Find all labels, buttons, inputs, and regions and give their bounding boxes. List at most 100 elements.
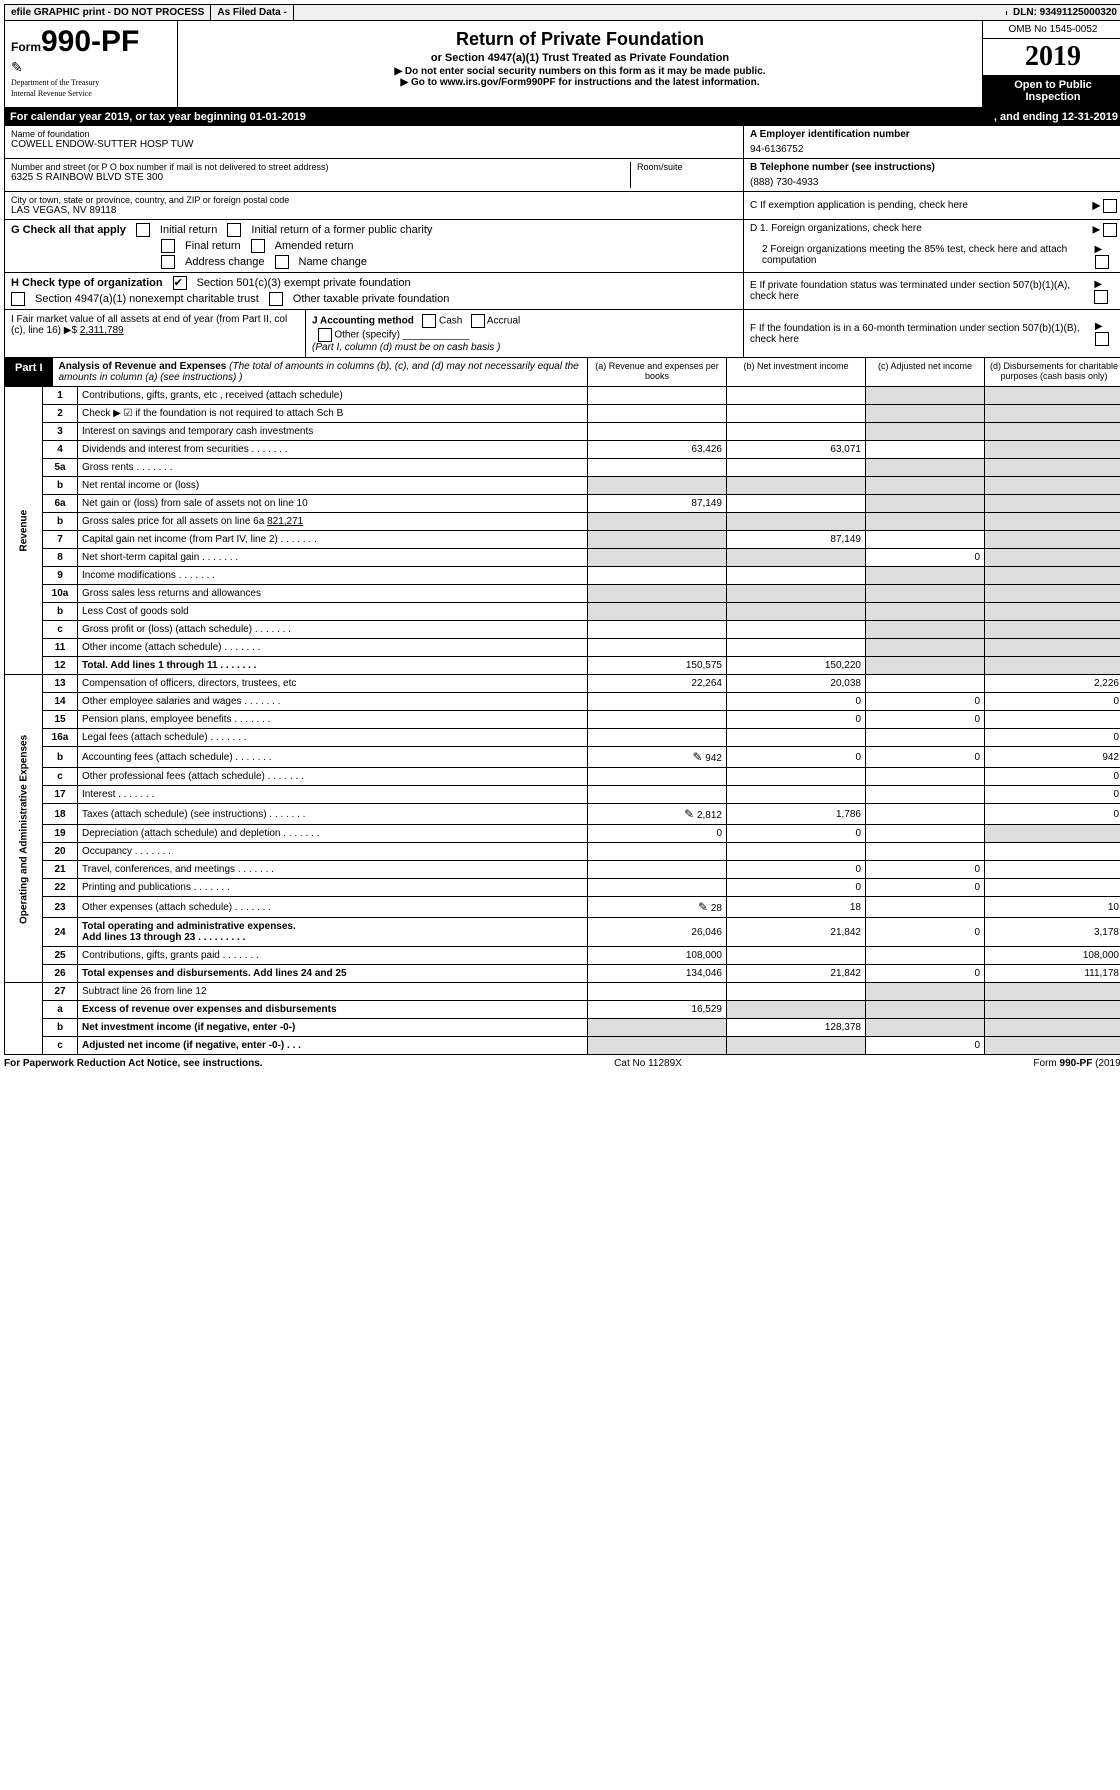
g-former: Initial return of a former public charit…	[251, 224, 432, 236]
row-5a: 5aGross rents . . . . . . .	[5, 459, 1120, 477]
j-note: (Part I, column (d) must be on cash basi…	[312, 342, 500, 353]
f-cb[interactable]	[1095, 332, 1109, 346]
row-13: Operating and Administrative Expenses13C…	[5, 675, 1120, 693]
j-other: Other (specify)	[334, 330, 400, 341]
d1-label: D 1. Foreign organizations, check here	[750, 223, 922, 237]
row-7: 7Capital gain net income (from Part IV, …	[5, 531, 1120, 549]
g-final-cb[interactable]	[161, 239, 175, 253]
row-a: aExcess of revenue over expenses and dis…	[5, 1001, 1120, 1019]
row-b: bAccounting fees (attach schedule) . . .…	[5, 747, 1120, 768]
efile-notice: efile GRAPHIC print - DO NOT PROCESS	[5, 5, 211, 20]
pencil-icon: ✎	[11, 59, 171, 76]
d1-cb[interactable]	[1103, 223, 1117, 237]
phone-cell: B Telephone number (see instructions) (8…	[743, 159, 1120, 192]
top-bar: efile GRAPHIC print - DO NOT PROCESS As …	[4, 4, 1120, 21]
c-label: C If exemption application is pending, c…	[750, 200, 968, 211]
c-checkbox[interactable]	[1103, 199, 1117, 213]
h-other: Other taxable private foundation	[293, 293, 450, 305]
row-b: bLess Cost of goods sold	[5, 603, 1120, 621]
form-title: Return of Private Foundation	[184, 29, 976, 50]
row-18: 18Taxes (attach schedule) (see instructi…	[5, 804, 1120, 825]
h-4947: Section 4947(a)(1) nonexempt charitable …	[35, 293, 259, 305]
row-b: bGross sales price for all assets on lin…	[5, 513, 1120, 531]
row-16a: 16aLegal fees (attach schedule) . . . . …	[5, 729, 1120, 747]
ssn-note: ▶ Do not enter social security numbers o…	[184, 66, 976, 77]
omb-number: OMB No 1545-0052	[983, 21, 1120, 39]
g-namechg: Name change	[299, 256, 368, 268]
d2-cb[interactable]	[1095, 255, 1109, 269]
addr-cell: Number and street (or P O box number if …	[5, 159, 743, 192]
row-c: cOther professional fees (attach schedul…	[5, 768, 1120, 786]
j-other-cb[interactable]	[318, 328, 332, 342]
row-c: cGross profit or (loss) (attach schedule…	[5, 621, 1120, 639]
form-ref: Form 990-PF (2019)	[1033, 1058, 1120, 1069]
open-public: Open to Public Inspection	[983, 75, 1120, 107]
city-cell: City or town, state or province, country…	[5, 192, 743, 220]
as-filed: As Filed Data -	[211, 5, 293, 20]
row-4: 4Dividends and interest from securities …	[5, 441, 1120, 459]
row-24: 24Total operating and administrative exp…	[5, 918, 1120, 947]
form-header: Form990-PF ✎ Department of the Treasury …	[4, 21, 1120, 108]
dept-treasury: Department of the Treasury	[11, 78, 171, 87]
row-23: 23Other expenses (attach schedule) . . .…	[5, 897, 1120, 918]
ij-row: I Fair market value of all assets at end…	[4, 310, 1120, 358]
g-initial: Initial return	[160, 224, 217, 236]
e-cb[interactable]	[1094, 290, 1108, 304]
h-4947-cb[interactable]	[11, 292, 25, 306]
dln: DLN: 93491125000320	[1007, 5, 1120, 20]
city-value: LAS VEGAS, NV 89118	[11, 205, 737, 216]
j-cash: Cash	[439, 316, 462, 327]
row-1: Revenue1Contributions, gifts, grants, et…	[5, 387, 1120, 405]
col-a-header: (a) Revenue and expenses per books	[587, 358, 726, 386]
attach-icon[interactable]: ✎	[684, 807, 694, 821]
h-other-cb[interactable]	[269, 292, 283, 306]
row-17: 17Interest . . . . . . .0	[5, 786, 1120, 804]
h-row: H Check type of organization Section 501…	[4, 273, 1120, 310]
cal-begin: For calendar year 2019, or tax year begi…	[10, 111, 994, 123]
i-value: 2,311,789	[80, 325, 124, 336]
h-501c3-cb[interactable]	[173, 276, 187, 290]
spacer	[294, 11, 1007, 15]
col-d-header: (d) Disbursements for charitable purpose…	[984, 358, 1120, 386]
attach-icon[interactable]: ✎	[698, 900, 708, 914]
row-25: 25Contributions, gifts, grants paid . . …	[5, 947, 1120, 965]
foundation-name: COWELL ENDOW-SUTTER HOSP TUW	[11, 139, 737, 150]
g-amended: Amended return	[275, 240, 354, 252]
part1-label: Part I	[5, 358, 53, 386]
row-12: 12Total. Add lines 1 through 11 . . . . …	[5, 657, 1120, 675]
part1-table: Revenue1Contributions, gifts, grants, et…	[4, 387, 1120, 1055]
part1-title: Analysis of Revenue and Expenses	[59, 361, 227, 372]
expenses-sidebar: Operating and Administrative Expenses	[5, 675, 43, 983]
part1-header: Part I Analysis of Revenue and Expenses …	[4, 358, 1120, 387]
h-501c3: Section 501(c)(3) exempt private foundat…	[197, 277, 411, 289]
phone-value: (888) 730-4933	[750, 177, 1117, 188]
j-cash-cb[interactable]	[422, 314, 436, 328]
col-c-header: (c) Adjusted net income	[865, 358, 984, 386]
title-box: Return of Private Foundation or Section …	[178, 21, 982, 107]
ein-cell: A Employer identification number 94-6136…	[743, 126, 1120, 159]
name-cell: Name of foundation COWELL ENDOW-SUTTER H…	[5, 126, 743, 159]
g-amended-cb[interactable]	[251, 239, 265, 253]
j-label: J Accounting method	[312, 316, 414, 327]
i-label: I Fair market value of all assets at end…	[11, 314, 287, 336]
footer: For Paperwork Reduction Act Notice, see …	[4, 1055, 1120, 1072]
j-accrual-cb[interactable]	[471, 314, 485, 328]
form-prefix: Form	[11, 40, 41, 54]
row-10a: 10aGross sales less returns and allowanc…	[5, 585, 1120, 603]
attach-icon[interactable]: ✎	[692, 750, 702, 764]
row-27: 27Subtract line 26 from line 12	[5, 983, 1120, 1001]
d2-label: 2 Foreign organizations meeting the 85% …	[750, 244, 1095, 269]
tax-year: 2019	[983, 39, 1120, 75]
exemption-cell: C If exemption application is pending, c…	[743, 192, 1120, 220]
cal-end: , and ending 12-31-2019	[994, 111, 1118, 123]
g-address-cb[interactable]	[161, 255, 175, 269]
g-former-cb[interactable]	[227, 223, 241, 237]
row-b: bNet investment income (if negative, ent…	[5, 1019, 1120, 1037]
addr-label: Number and street (or P O box number if …	[11, 162, 630, 172]
row-15: 15Pension plans, employee benefits . . .…	[5, 711, 1120, 729]
ein-label: A Employer identification number	[750, 129, 1117, 140]
g-namechg-cb[interactable]	[275, 255, 289, 269]
g-initial-cb[interactable]	[136, 223, 150, 237]
part1-desc: Analysis of Revenue and Expenses (The to…	[53, 358, 587, 386]
irs-link-note[interactable]: ▶ Go to www.irs.gov/Form990PF for instru…	[400, 77, 759, 88]
